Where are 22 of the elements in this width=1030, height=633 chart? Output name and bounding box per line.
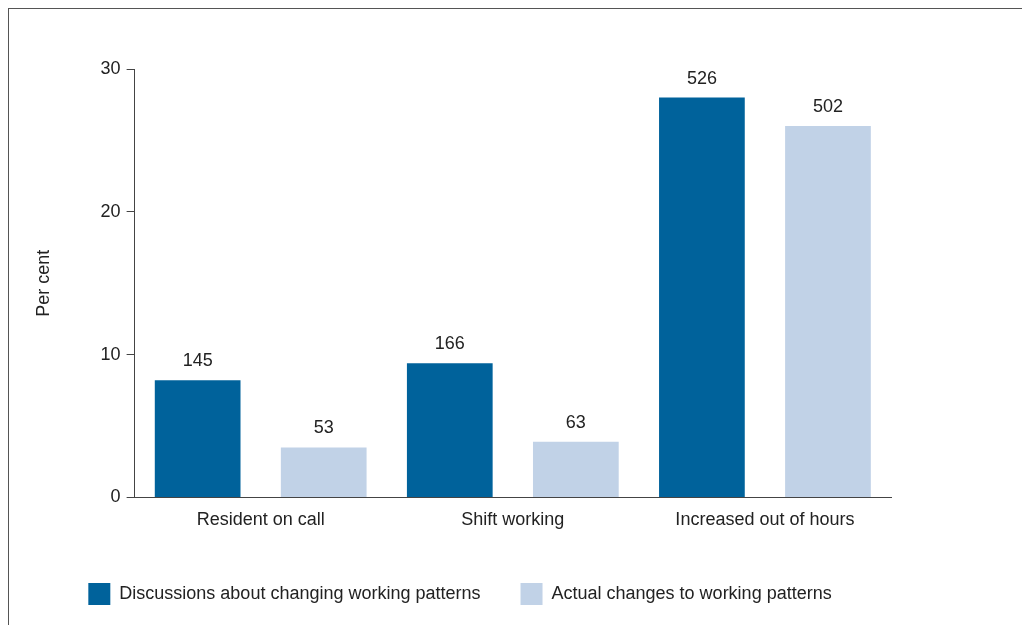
annotation: 502 (812, 96, 843, 117)
y-tick-label: 10 (100, 343, 121, 364)
y-tick-label: 30 (100, 57, 121, 78)
x-tick-label: Shift working (461, 509, 565, 530)
bar (659, 97, 745, 497)
bar (154, 380, 241, 497)
y-tick-label: 20 (100, 200, 121, 221)
y-tick-label: 0 (110, 486, 121, 507)
bar (406, 363, 493, 497)
bar (785, 126, 871, 497)
annotation: 526 (686, 67, 717, 88)
legend-label: Actual changes to working patterns (551, 582, 832, 603)
bar (532, 441, 619, 497)
bar (280, 447, 367, 497)
annotation: 53 (313, 417, 334, 438)
x-tick-label: Increased out of hours (675, 509, 855, 530)
annotation: 166 (434, 333, 465, 354)
x-tick-label: Resident on call (196, 509, 325, 530)
legend-label: Discussions about changing working patterns (119, 582, 481, 603)
y-axis-title: Per cent (32, 249, 53, 317)
annotation: 63 (565, 411, 586, 432)
annotation: 145 (182, 350, 213, 371)
